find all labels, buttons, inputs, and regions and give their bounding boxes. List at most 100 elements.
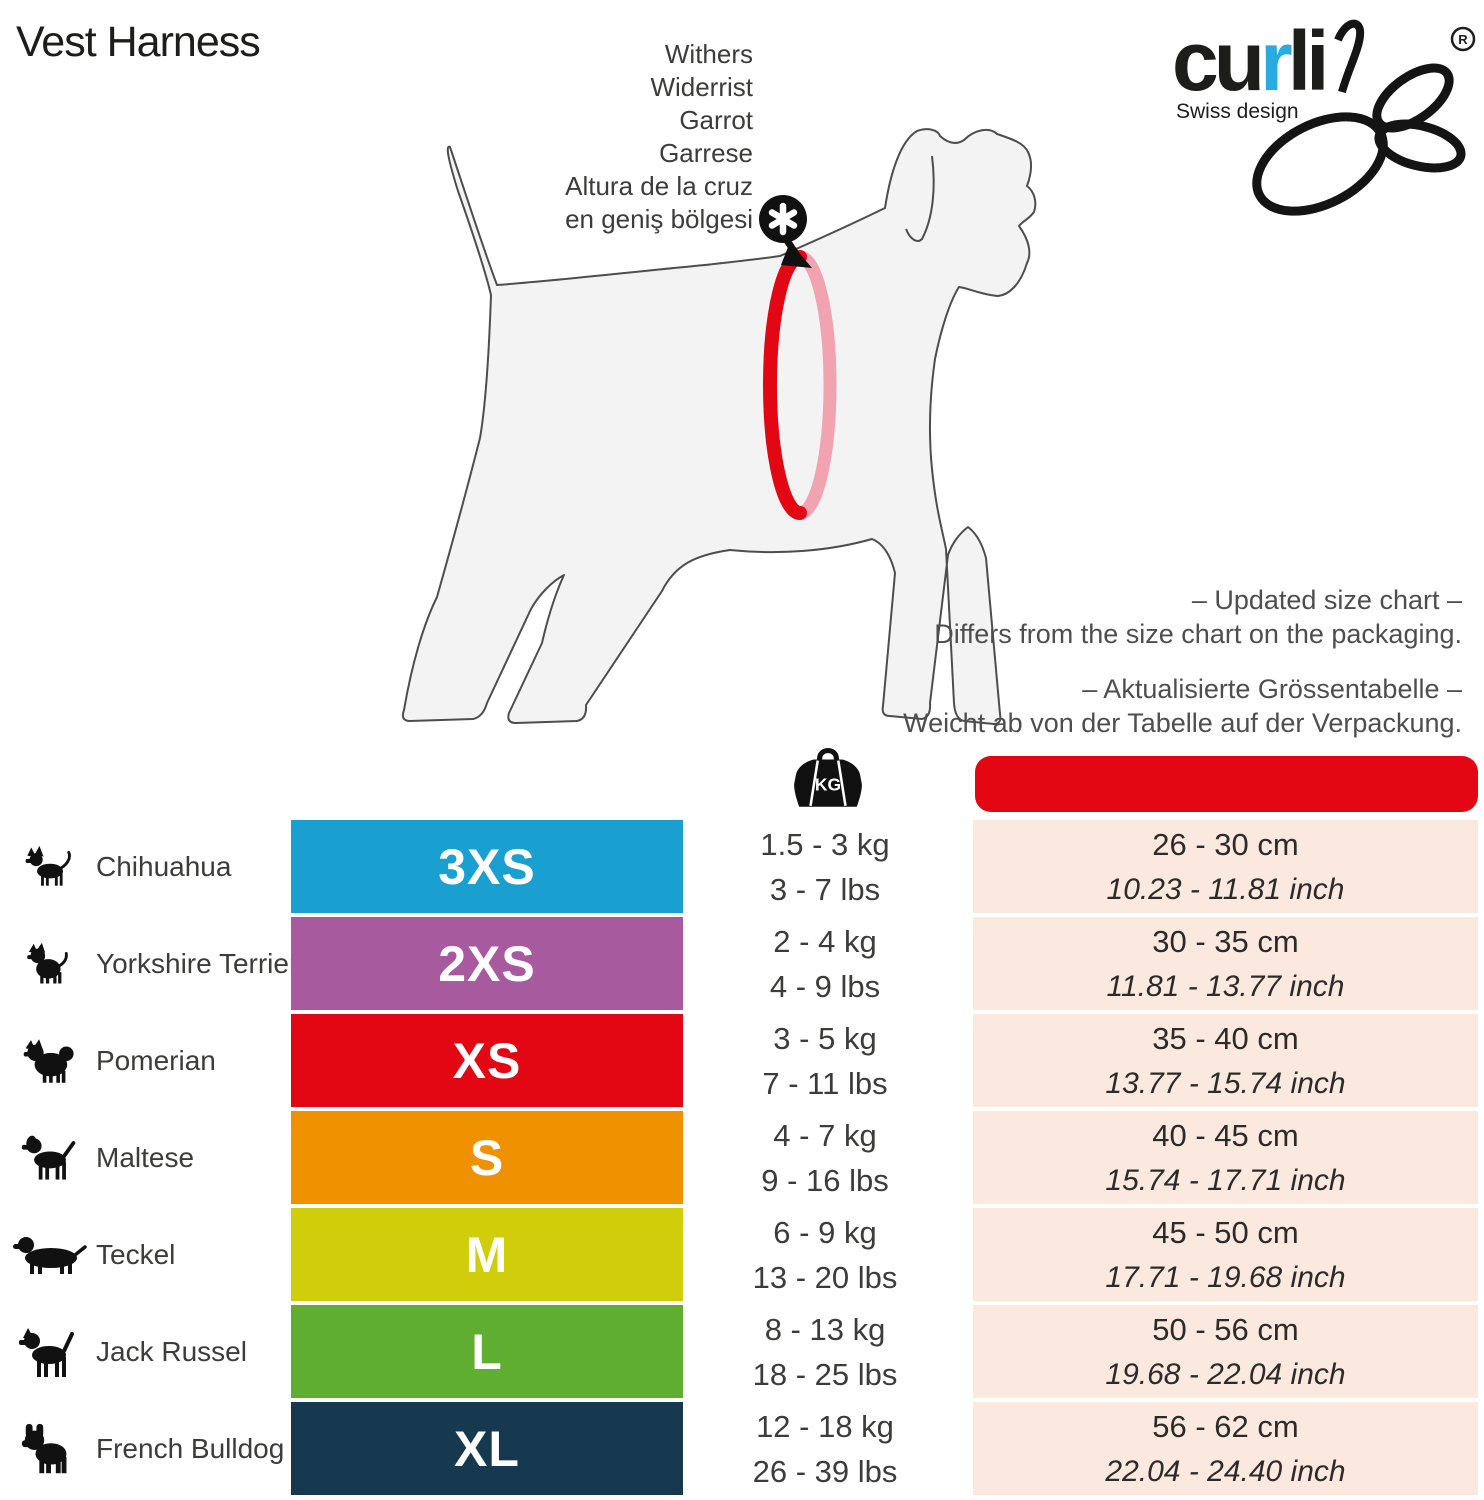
weight-lbs: 18 - 25 lbs (752, 1356, 898, 1392)
size-label: XL (454, 1420, 520, 1477)
size-label: 3XS (438, 838, 536, 895)
weight-lbs: 3 - 7 lbs (769, 871, 881, 907)
girth-cell: 56 - 62 cm 22.04 - 24.40 inch (973, 1402, 1478, 1495)
registered-mark: R (1458, 32, 1468, 47)
girth-inch: 17.71 - 19.68 inch (1105, 1260, 1346, 1294)
breed-label: Teckel (96, 1238, 176, 1270)
size-label: 2XS (438, 935, 536, 992)
size-label: L (471, 1323, 503, 1380)
size-row-3xs: Chihuahua 3XS 1.5 - 3 kg 3 - 7 lbs 26 - … (0, 820, 1484, 913)
girth-column-header-bar (975, 756, 1478, 812)
note-english: – Updated size chart – Differs from the … (934, 583, 1462, 651)
chihuahua-icon (10, 820, 90, 913)
withers-label-it: Garrese (659, 138, 753, 168)
weight-cell: 3 - 5 kg 7 - 11 lbs (730, 1014, 920, 1107)
withers-label-fr: Garrot (679, 105, 753, 135)
girth-cm: 50 - 56 cm (1152, 1311, 1299, 1347)
breed-label: Jack Russel (96, 1335, 247, 1367)
girth-cm: 30 - 35 cm (1152, 923, 1299, 959)
weight-lbs: 9 - 16 lbs (761, 1162, 889, 1198)
size-label: M (465, 1226, 509, 1283)
svg-text:KG: KG (815, 774, 841, 794)
weight-cell: 2 - 4 kg 4 - 9 lbs (730, 917, 920, 1010)
girth-inch: 15.74 - 17.71 inch (1105, 1163, 1346, 1197)
size-band-l: L (291, 1305, 683, 1398)
curli-logo: curli R Swiss design (1172, 14, 1476, 216)
dog-measuring-diagram (401, 128, 1037, 725)
size-band-xs: XS (291, 1014, 683, 1107)
girth-cell: 50 - 56 cm 19.68 - 22.04 inch (973, 1305, 1478, 1398)
weight-cell: 6 - 9 kg 13 - 20 lbs (730, 1208, 920, 1301)
size-band-s: S (291, 1111, 683, 1204)
breed-label: Maltese (96, 1141, 195, 1173)
withers-label-es: Altura de la cruz (565, 171, 753, 201)
girth-inch: 11.81 - 13.77 inch (1106, 969, 1345, 1003)
girth-cm: 26 - 30 cm (1152, 826, 1299, 862)
weight-cell: 12 - 18 kg 26 - 39 lbs (730, 1402, 920, 1495)
note-en-line1: – Updated size chart – (1191, 585, 1462, 615)
arrow-head-icon (781, 242, 812, 268)
note-de-line2: Weicht ab von der Tabelle auf der Verpac… (903, 708, 1462, 738)
weight-cell: 8 - 13 kg 18 - 25 lbs (730, 1305, 920, 1398)
size-band-3xs: 3XS (291, 820, 683, 913)
withers-labels: Withers Widerrist Garrot Garrese Altura … (565, 38, 753, 236)
logo-flourish (1252, 19, 1466, 216)
size-row-xs: Pomerian XS 3 - 5 kg 7 - 11 lbs 35 - 40 … (0, 1014, 1484, 1107)
size-row-l: Jack Russel L 8 - 13 kg 18 - 25 lbs 50 -… (0, 1305, 1484, 1398)
size-row-2xs: Yorkshire Terrier 2XS 2 - 4 kg 4 - 9 lbs… (0, 917, 1484, 1010)
teckel-icon (10, 1208, 90, 1301)
breed-label: French Bulldog (96, 1432, 285, 1464)
note-en-line2: Differs from the size chart on the packa… (934, 619, 1462, 649)
note-german: – Aktualisierte Grössentabelle – Weicht … (903, 672, 1462, 740)
girth-cm: 56 - 62 cm (1152, 1408, 1299, 1444)
weight-lbs: 4 - 9 lbs (769, 968, 881, 1004)
jack-russel-icon (10, 1305, 90, 1398)
size-label: S (469, 1129, 505, 1186)
measure-ring-front (763, 250, 807, 520)
girth-inch: 13.77 - 15.74 inch (1105, 1066, 1346, 1100)
pomerian-icon (10, 1014, 90, 1107)
girth-cm: 40 - 45 cm (1152, 1117, 1299, 1153)
weight-kg: 2 - 4 kg (773, 923, 877, 959)
logo-tagline: Swiss design (1176, 100, 1299, 123)
withers-label-tr: en geniş bölgesi (565, 204, 753, 234)
girth-cell: 40 - 45 cm 15.74 - 17.71 inch (973, 1111, 1478, 1204)
weight-kg-icon: KG (794, 748, 862, 807)
weight-cell: 1.5 - 3 kg 3 - 7 lbs (730, 820, 920, 913)
withers-label-en: Withers (664, 39, 753, 69)
weight-cell: 4 - 7 kg 9 - 16 lbs (730, 1111, 920, 1204)
weight-kg: 3 - 5 kg (773, 1020, 877, 1056)
girth-inch: 19.68 - 22.04 inch (1105, 1357, 1346, 1391)
weight-kg: 1.5 - 3 kg (760, 826, 890, 862)
size-row-s: Maltese S 4 - 7 kg 9 - 16 lbs 40 - 45 cm… (0, 1111, 1484, 1204)
withers-label-de: Widerrist (650, 72, 753, 102)
girth-cell: 35 - 40 cm 13.77 - 15.74 inch (973, 1014, 1478, 1107)
logo-wordmark: curli (1172, 14, 1324, 108)
girth-cell: 45 - 50 cm 17.71 - 19.68 inch (973, 1208, 1478, 1301)
weight-lbs: 13 - 20 lbs (752, 1259, 898, 1295)
size-row-m: Teckel M 6 - 9 kg 13 - 20 lbs 45 - 50 cm… (0, 1208, 1484, 1301)
yorkshire-terrier-icon (10, 917, 90, 1010)
size-row-xl: French Bulldog XL 12 - 18 kg 26 - 39 lbs… (0, 1402, 1484, 1495)
dog-ear-line (905, 155, 935, 242)
weight-kg: 8 - 13 kg (764, 1311, 886, 1347)
breed-label: Yorkshire Terrier (96, 947, 299, 979)
size-band-xl: XL (291, 1402, 683, 1495)
weight-kg: 4 - 7 kg (773, 1117, 877, 1153)
girth-cell: 26 - 30 cm 10.23 - 11.81 inch (973, 820, 1478, 913)
girth-cm: 45 - 50 cm (1152, 1214, 1299, 1250)
registered-mark-circle (1450, 26, 1476, 52)
asterisk-icon (768, 202, 798, 236)
weight-lbs: 7 - 11 lbs (762, 1065, 888, 1101)
french-bulldog-icon (10, 1402, 90, 1495)
page-title: Vest Harness (16, 18, 261, 66)
weight-kg: 6 - 9 kg (773, 1214, 877, 1250)
dog-silhouette (401, 128, 1037, 725)
girth-cell: 30 - 35 cm 11.81 - 13.77 inch (973, 917, 1478, 1010)
size-label: XS (452, 1032, 522, 1089)
weight-lbs: 26 - 39 lbs (752, 1453, 898, 1489)
girth-inch: 22.04 - 24.40 inch (1105, 1454, 1346, 1488)
breed-label: Chihuahua (96, 850, 232, 882)
maltese-icon (10, 1111, 90, 1204)
